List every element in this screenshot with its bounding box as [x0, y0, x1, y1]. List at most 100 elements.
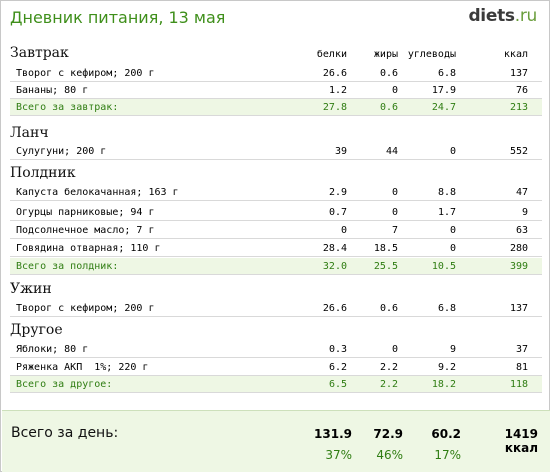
food-name[interactable]: Капуста белокачанная; 163 г: [16, 187, 179, 198]
table-row: Ряженка АКП 1%; 220 г 6.2 2.2 9.2 81: [10, 359, 542, 376]
food-name[interactable]: Творог с кефиром; 200 г: [16, 303, 155, 314]
carbs-value: 1.7: [437, 207, 456, 218]
protein-value: 39: [334, 146, 347, 157]
fat-value: 0.6: [379, 68, 398, 79]
fat-value: 0: [391, 187, 398, 198]
protein-total: 32.0: [322, 261, 347, 272]
day-total-panel: Всего за день: 131.9 72.9 60.2 1419 ккал…: [2, 410, 550, 472]
table-row: Яблоки; 80 г 0.3 0 9 37: [10, 341, 542, 358]
carbs-value: 0: [449, 225, 456, 236]
kcal-value: 81: [515, 362, 528, 373]
table-row: Сулугуни; 200 г 39 44 0 552: [10, 143, 542, 160]
day-protein-total: 131.9: [314, 427, 352, 441]
day-fat-total: 72.9: [373, 427, 403, 441]
carbs-total: 10.5: [431, 261, 456, 272]
food-name[interactable]: Говядина отварная; 110 г: [16, 243, 161, 254]
kcal-value: 137: [509, 303, 528, 314]
site-logo[interactable]: diets.ru: [468, 6, 537, 26]
fat-value: 0.6: [379, 303, 398, 314]
carbs-total: 18.2: [431, 379, 456, 390]
fat-total: 25.5: [373, 261, 398, 272]
carbs-total: 24.7: [431, 102, 456, 113]
carbs-value: 8.8: [437, 187, 456, 198]
food-name[interactable]: Ряженка АКП 1%; 220 г: [16, 362, 149, 373]
kcal-value: 552: [509, 146, 528, 157]
food-name[interactable]: Бананы; 80 г: [16, 85, 89, 96]
table-row: Огурцы парниковые; 94 г 0.7 0 1.7 9: [10, 204, 542, 221]
food-name[interactable]: Подсолнечное масло; 7 г: [16, 225, 155, 236]
fat-total: 0.6: [379, 102, 398, 113]
fat-value: 0: [391, 344, 398, 355]
carbs-value: 0: [449, 243, 456, 254]
protein-value: 2.9: [328, 187, 347, 198]
table-row: Говядина отварная; 110 г 28.4 18.5 0 280: [10, 240, 542, 257]
day-fat-percent: 46%: [376, 448, 403, 462]
protein-value: 6.2: [328, 362, 347, 373]
protein-value: 1.2: [328, 85, 347, 96]
total-row-other: Всего за другое: 6.5 2.2 18.2 118: [10, 376, 542, 393]
protein-value: 28.4: [322, 243, 347, 254]
protein-value: 0.3: [328, 344, 347, 355]
page-title: Дневник питания, 13 мая: [10, 8, 226, 27]
section-title-lunch: Ланч: [10, 125, 49, 141]
fat-value: 0: [391, 85, 398, 96]
total-row-breakfast: Всего за завтрак: 27.8 0.6 24.7 213: [10, 99, 542, 116]
food-name[interactable]: Творог с кефиром; 200 г: [16, 68, 155, 79]
food-name[interactable]: Огурцы парниковые; 94 г: [16, 207, 155, 218]
fat-total: 2.2: [379, 379, 398, 390]
day-total-label: Всего за день:: [11, 425, 119, 441]
day-carbs-percent: 17%: [434, 448, 461, 462]
carbs-value: 6.8: [437, 303, 456, 314]
column-header-kcal: ккал: [503, 49, 528, 60]
protein-value: 26.6: [322, 68, 347, 79]
kcal-value: 37: [515, 344, 528, 355]
kcal-total: 399: [509, 261, 528, 272]
food-name[interactable]: Яблоки; 80 г: [16, 344, 89, 355]
kcal-value: 76: [515, 85, 528, 96]
kcal-value: 9: [521, 207, 528, 218]
total-row-snack: Всего за полдник: 32.0 25.5 10.5 399: [10, 258, 542, 275]
section-title-other: Другое: [10, 322, 63, 338]
total-label: Всего за завтрак:: [16, 102, 119, 113]
fat-value: 0: [391, 207, 398, 218]
kcal-total: 118: [509, 379, 528, 390]
logo-main: diets: [468, 6, 515, 26]
carbs-value: 9.2: [437, 362, 456, 373]
table-row: Бананы; 80 г 1.2 0 17.9 76: [10, 82, 542, 99]
fat-value: 7: [391, 225, 398, 236]
section-title-snack: Полдник: [10, 165, 76, 181]
carbs-value: 17.9: [431, 85, 456, 96]
protein-total: 27.8: [322, 102, 347, 113]
total-label: Всего за полдник:: [16, 261, 119, 272]
column-header-protein: белки: [316, 49, 347, 60]
column-header-fat: жиры: [373, 49, 398, 60]
table-row: Творог с кефиром; 200 г 26.6 0.6 6.8 137: [10, 300, 542, 317]
day-kcal-total: 1419 ккал: [504, 427, 538, 455]
protein-total: 6.5: [328, 379, 347, 390]
table-row: Творог с кефиром; 200 г 26.6 0.6 6.8 137: [10, 65, 542, 82]
header: Дневник питания, 13 мая diets.ru: [1, 1, 549, 37]
protein-value: 26.6: [322, 303, 347, 314]
kcal-value: 47: [515, 187, 528, 198]
table-row: Подсолнечное масло; 7 г 0 7 0 63: [10, 222, 542, 239]
logo-suffix: .ru: [514, 6, 538, 26]
section-title-dinner: Ужин: [10, 281, 52, 297]
total-label: Всего за другое:: [16, 379, 113, 390]
carbs-value: 9: [449, 344, 456, 355]
carbs-value: 0: [449, 146, 456, 157]
day-protein-percent: 37%: [325, 448, 352, 462]
protein-value: 0.7: [328, 207, 347, 218]
carbs-value: 6.8: [437, 68, 456, 79]
fat-value: 18.5: [373, 243, 398, 254]
section-title-breakfast: Завтрак: [10, 45, 69, 61]
fat-value: 44: [385, 146, 398, 157]
table-row: Капуста белокачанная; 163 г 2.9 0 8.8 47: [10, 184, 542, 201]
day-carbs-total: 60.2: [431, 427, 461, 441]
kcal-total: 213: [509, 102, 528, 113]
fat-value: 2.2: [379, 362, 398, 373]
kcal-value: 137: [509, 68, 528, 79]
column-header-carbs: углеводы: [407, 49, 456, 60]
protein-value: 0: [340, 225, 347, 236]
food-name[interactable]: Сулугуни; 200 г: [16, 146, 107, 157]
